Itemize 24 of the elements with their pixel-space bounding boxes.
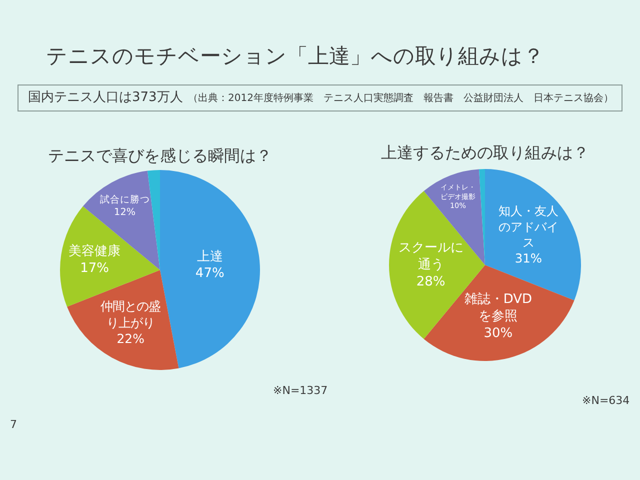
- data-label: 12%: [114, 206, 136, 218]
- slice-label: 上達: [196, 249, 223, 264]
- chart-title: 上達するための取り組みは？: [381, 143, 589, 162]
- text: ※N=634: [582, 394, 630, 407]
- text: （出典：2012年度特例事業 テニス人口実態調査 報告書 公益財団法人 日本テニス協会）: [188, 92, 614, 104]
- data-label: 28%: [416, 274, 446, 290]
- slice-label: スクールに通う: [398, 240, 464, 272]
- data-label: 31%: [514, 252, 542, 266]
- text: 国内テニス人口は373万人: [28, 90, 183, 105]
- chart-title: テニスで喜びを感じる瞬間は？: [48, 146, 272, 165]
- text: ※N=1337: [273, 384, 328, 397]
- slice-label: 仲間との盛り上がり: [100, 298, 161, 330]
- pie-slice: [147, 170, 160, 270]
- data-label: 30%: [484, 326, 513, 341]
- data-label: 22%: [116, 331, 145, 346]
- text: 7: [10, 418, 17, 431]
- data-label: 17%: [80, 261, 109, 276]
- slice-label: 知人・友人のアドバイス: [498, 204, 558, 250]
- slice-label: 美容健康: [68, 243, 121, 260]
- slice-label: 試合に勝つ: [100, 193, 150, 206]
- pie-slice: [160, 170, 260, 368]
- text: テニスのモチベーション「上達」への取り組みは？: [46, 44, 544, 68]
- data-label: 47%: [195, 266, 224, 282]
- slice-label: 雑誌・DVDを参照: [464, 292, 532, 324]
